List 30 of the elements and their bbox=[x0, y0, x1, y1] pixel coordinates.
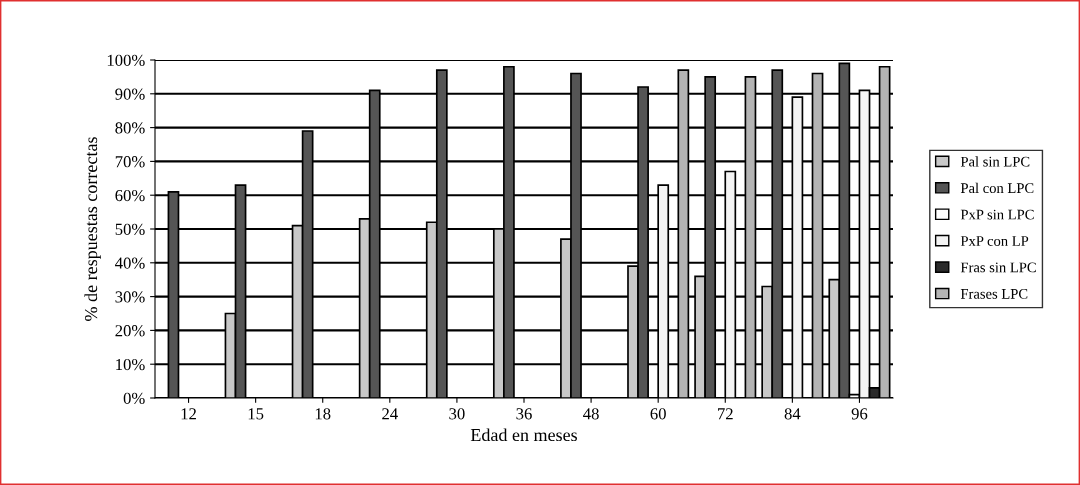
legend-label: Pal sin LPC bbox=[960, 156, 1030, 167]
x-tick-label: 12 bbox=[181, 408, 196, 420]
legend-label: PxP sin LPC bbox=[960, 209, 1034, 220]
x-tick-label: 36 bbox=[516, 408, 532, 420]
y-tick-label: 10% bbox=[116, 358, 145, 371]
legend-label: PxP con LP bbox=[960, 236, 1029, 246]
y-tick-label: 50% bbox=[115, 223, 145, 235]
x-tick-label: 24 bbox=[382, 408, 398, 420]
y-tick-label: 70% bbox=[115, 156, 145, 168]
x-tick-label: 15 bbox=[248, 408, 264, 420]
y-tick-label: 80% bbox=[115, 122, 145, 134]
x-tick-label: 60 bbox=[650, 408, 666, 420]
y-tick-label: 30% bbox=[115, 291, 145, 303]
y-tick-label: 0% bbox=[123, 392, 145, 404]
y-axis-title: % de respuestas correctas bbox=[84, 137, 101, 321]
y-tick-label: 60% bbox=[115, 189, 145, 202]
y-tick-label: 40% bbox=[115, 257, 145, 269]
x-tick-label: 30 bbox=[449, 408, 465, 420]
legend-label: Frases LPC bbox=[960, 288, 1028, 299]
x-tick-label: 72 bbox=[718, 408, 733, 420]
x-tick-label: 18 bbox=[315, 408, 331, 420]
legend-label: Pal con LPC bbox=[960, 182, 1034, 194]
x-tick-label: 48 bbox=[583, 408, 599, 420]
y-tick-label: 90% bbox=[115, 88, 145, 100]
y-tick-label: 20% bbox=[115, 325, 145, 337]
legend-label: Fras sin LPC bbox=[960, 262, 1036, 273]
x-axis-title: Edad en meses bbox=[470, 428, 577, 442]
y-tick-label: 100% bbox=[107, 54, 145, 66]
x-tick-label: 96 bbox=[851, 408, 868, 420]
x-tick-label: 84 bbox=[784, 408, 801, 420]
